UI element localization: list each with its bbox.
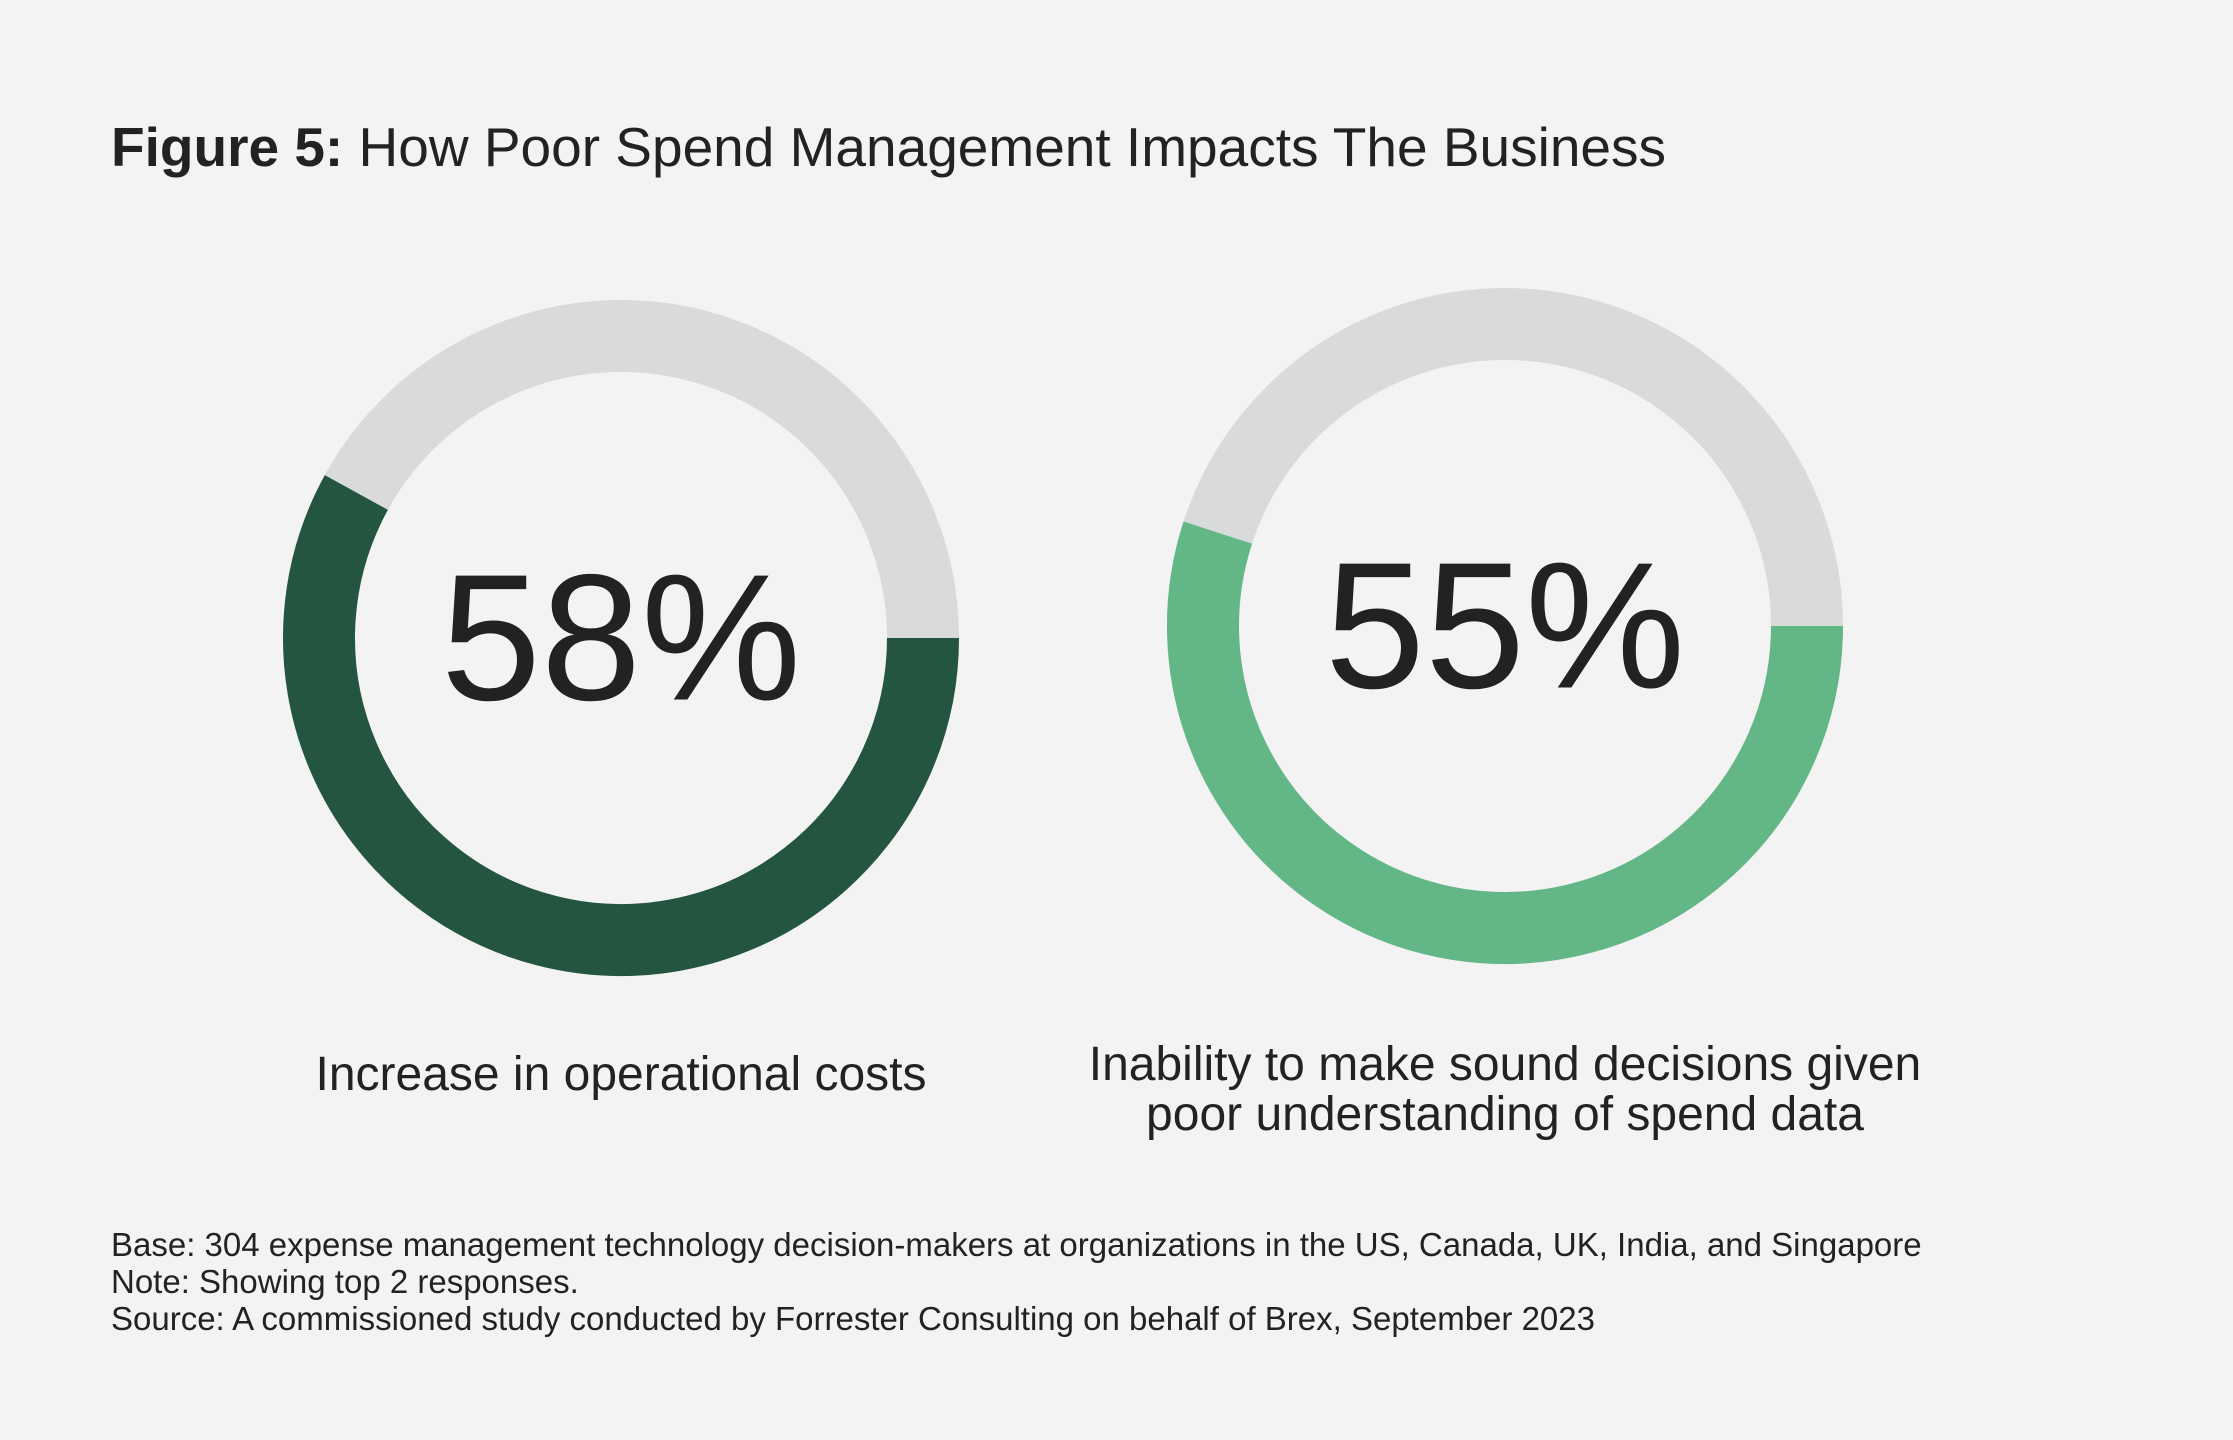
footnotes: Base: 304 expense management technology … <box>111 1226 1922 1337</box>
donut-value-label: 58% <box>441 538 801 739</box>
donut-value-label: 55% <box>1325 526 1685 727</box>
donut-arc <box>1167 521 1843 964</box>
figure-title-text: How Poor Spend Management Impacts The Bu… <box>358 116 1666 178</box>
donut-chart-decision-making: 55% <box>1167 288 1843 964</box>
footnote-base: Base: 304 expense management technology … <box>111 1226 1922 1263</box>
donut-chart-operational-costs: 58% <box>283 300 959 976</box>
figure-number: Figure 5: <box>111 116 344 178</box>
footnote-source: Source: A commissioned study conducted b… <box>111 1300 1595 1337</box>
donut-caption-decision-making: Inability to make sound decisions given … <box>1088 1038 1922 1141</box>
donut-arc <box>283 475 959 976</box>
footnote-note: Note: Showing top 2 responses. <box>111 1263 579 1300</box>
chart-title: Figure 5: How Poor Spend Management Impa… <box>111 112 1666 182</box>
donut-caption-operational-costs: Increase in operational costs <box>315 1048 927 1101</box>
